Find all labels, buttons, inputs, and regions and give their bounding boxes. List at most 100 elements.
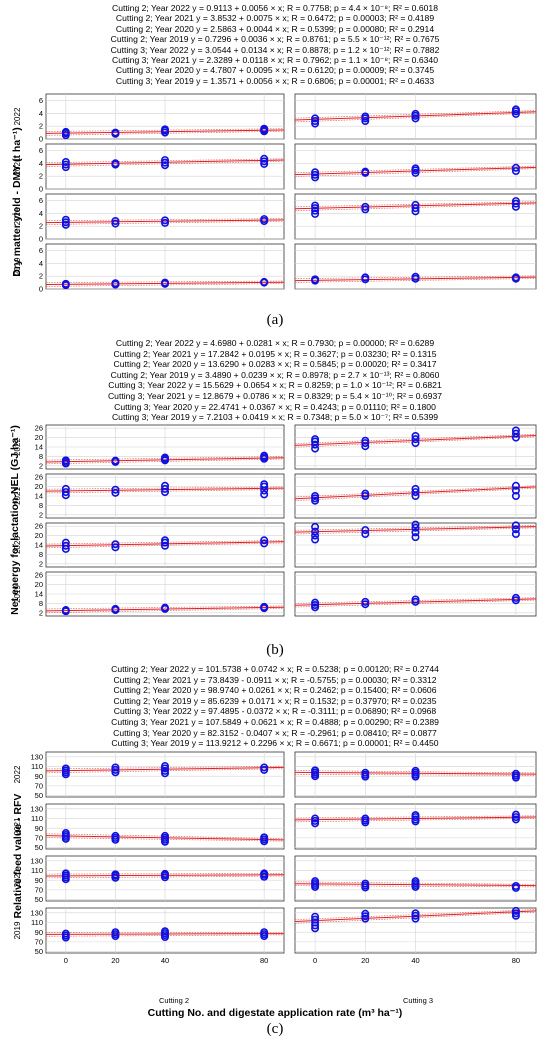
data-point [311, 603, 320, 612]
data-point [361, 912, 370, 921]
data-point [161, 481, 170, 490]
data-point [161, 769, 170, 778]
confidence-band [294, 527, 537, 535]
y-tick-label: 8 [39, 501, 43, 510]
data-point [361, 526, 370, 535]
data-point [361, 205, 370, 214]
confidence-band [45, 486, 285, 490]
data-point [311, 535, 320, 544]
subplot-frame [45, 193, 285, 240]
data-point [161, 216, 170, 225]
data-point [260, 870, 269, 879]
data-point [411, 911, 420, 920]
data-point [311, 918, 320, 927]
data-point [511, 486, 520, 495]
y-axis-label-rfv: Relative feed value - RFV [12, 793, 24, 919]
confidence-band [45, 765, 285, 770]
data-point [311, 209, 320, 218]
data-point [111, 763, 120, 772]
data-point [111, 831, 120, 840]
y-tick-label: 90 [35, 876, 43, 885]
data-point [161, 541, 170, 550]
data-point [511, 167, 520, 176]
data-point [511, 429, 520, 438]
data-point [111, 604, 120, 613]
confidence-band [45, 540, 285, 545]
confidence-band [294, 815, 537, 819]
regression-line [294, 598, 537, 606]
data-point [511, 881, 520, 890]
data-point [61, 933, 70, 942]
y-tick-label: 130 [30, 804, 43, 813]
data-point [411, 520, 420, 529]
data-point [260, 765, 269, 774]
data-point [111, 488, 120, 497]
data-point [361, 167, 370, 176]
data-point [260, 451, 269, 460]
data-point [361, 275, 370, 284]
regression-equation: Cutting 3; Year 2022 y = 15.5629 + 0.065… [108, 380, 442, 391]
regression-line [45, 487, 285, 492]
y-tick-label: 6 [39, 196, 43, 205]
data-point [411, 770, 420, 779]
confidence-band [45, 158, 285, 164]
regression-line [294, 526, 537, 533]
x-tick-label: 0 [313, 956, 317, 965]
data-point [411, 811, 420, 820]
data-point [311, 522, 320, 531]
data-point [311, 275, 320, 284]
data-point [61, 544, 70, 553]
data-point [161, 161, 170, 170]
y-tick-label: 130 [30, 752, 43, 761]
y-tick-label: 4 [39, 209, 43, 218]
data-point [511, 813, 520, 822]
data-point [511, 197, 520, 206]
data-point [511, 199, 520, 208]
data-point [61, 829, 70, 838]
data-point [61, 607, 70, 616]
data-point [260, 763, 269, 772]
data-point [61, 488, 70, 497]
data-point [161, 453, 170, 462]
data-point [411, 766, 420, 775]
data-point [411, 772, 420, 781]
regression-line [294, 202, 537, 210]
data-point [411, 768, 420, 777]
y-tick-label: 0 [39, 285, 43, 294]
confidence-band [294, 201, 537, 208]
data-point [260, 869, 269, 878]
regression-equation: Cutting 2; Year 2021 y = 17.2842 + 0.019… [113, 348, 437, 359]
data-point [61, 766, 70, 775]
data-point [61, 163, 70, 172]
subplot-frame [294, 424, 537, 470]
data-point [411, 439, 420, 448]
regression-equation: Cutting 3; Year 2021 y = 107.5849 + 0.06… [111, 717, 439, 727]
x-tick-label: 80 [260, 956, 268, 965]
y-tick-label: 90 [35, 928, 43, 937]
regression-line [294, 486, 537, 500]
data-point [260, 217, 269, 226]
y-tick-label: 70 [35, 833, 43, 842]
confidence-band [45, 875, 285, 879]
data-point [511, 202, 520, 211]
y-tick-label: 26 [35, 424, 43, 433]
data-point [260, 124, 269, 133]
data-point [361, 117, 370, 126]
confidence-band [294, 909, 537, 920]
y-tick-label: 2 [39, 172, 43, 181]
data-point [411, 533, 420, 542]
data-point [260, 930, 269, 939]
confidence-band [45, 283, 285, 287]
subplot-frame [294, 803, 537, 850]
data-point [361, 529, 370, 538]
data-point [411, 488, 420, 497]
confidence-band [294, 168, 537, 177]
data-point [61, 215, 70, 224]
data-point [161, 488, 170, 497]
data-point [260, 539, 269, 548]
confidence-band [45, 160, 285, 167]
regression-equation: Cutting 2; Year 2022 y = 0.9113 + 0.0056… [112, 3, 438, 13]
data-point [511, 769, 520, 778]
subplot-frame [45, 571, 285, 617]
data-point [311, 814, 320, 823]
